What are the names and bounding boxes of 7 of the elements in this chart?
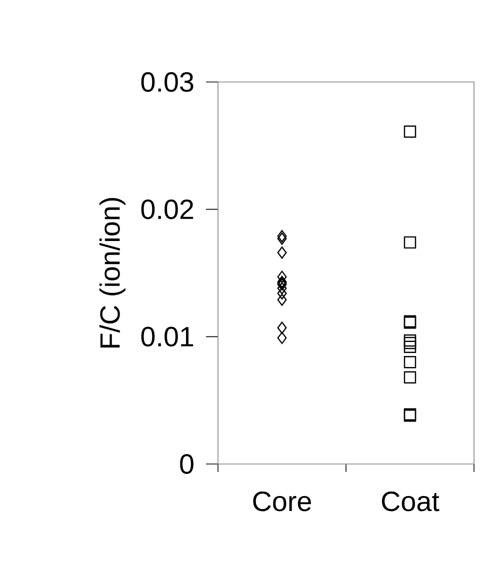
x-tick-label: Coat [382, 492, 440, 512]
y-tick-label: 0.03 [141, 72, 194, 92]
y-tick-label: 0.01 [141, 326, 194, 347]
y-axis-title: F/C (ion/ion) [99, 198, 126, 348]
x-tick-label: Core [253, 492, 311, 512]
y-tick-label: 0.02 [141, 199, 194, 220]
y-tick-label: 0 [180, 454, 194, 474]
